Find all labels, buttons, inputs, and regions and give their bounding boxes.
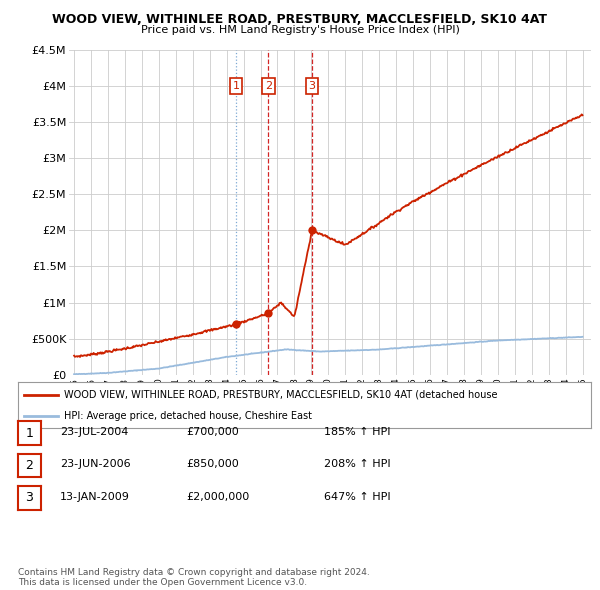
Text: 3: 3 xyxy=(308,81,316,91)
Text: 1: 1 xyxy=(233,81,239,91)
Text: 23-JUN-2006: 23-JUN-2006 xyxy=(60,460,131,469)
Text: 647% ↑ HPI: 647% ↑ HPI xyxy=(324,492,391,502)
Text: £2,000,000: £2,000,000 xyxy=(186,492,249,502)
Text: WOOD VIEW, WITHINLEE ROAD, PRESTBURY, MACCLESFIELD, SK10 4AT: WOOD VIEW, WITHINLEE ROAD, PRESTBURY, MA… xyxy=(53,13,548,26)
Text: Contains HM Land Registry data © Crown copyright and database right 2024.
This d: Contains HM Land Registry data © Crown c… xyxy=(18,568,370,587)
Text: 13-JAN-2009: 13-JAN-2009 xyxy=(60,492,130,502)
Text: 3: 3 xyxy=(25,491,34,504)
Text: 2: 2 xyxy=(265,81,272,91)
Text: HPI: Average price, detached house, Cheshire East: HPI: Average price, detached house, Ches… xyxy=(64,411,312,421)
Text: £850,000: £850,000 xyxy=(186,460,239,469)
Text: WOOD VIEW, WITHINLEE ROAD, PRESTBURY, MACCLESFIELD, SK10 4AT (detached house: WOOD VIEW, WITHINLEE ROAD, PRESTBURY, MA… xyxy=(64,389,497,399)
Text: 208% ↑ HPI: 208% ↑ HPI xyxy=(324,460,391,469)
Text: 185% ↑ HPI: 185% ↑ HPI xyxy=(324,427,391,437)
Text: 23-JUL-2004: 23-JUL-2004 xyxy=(60,427,128,437)
Text: £700,000: £700,000 xyxy=(186,427,239,437)
Text: 1: 1 xyxy=(25,427,34,440)
Text: 2: 2 xyxy=(25,459,34,472)
Text: Price paid vs. HM Land Registry's House Price Index (HPI): Price paid vs. HM Land Registry's House … xyxy=(140,25,460,35)
